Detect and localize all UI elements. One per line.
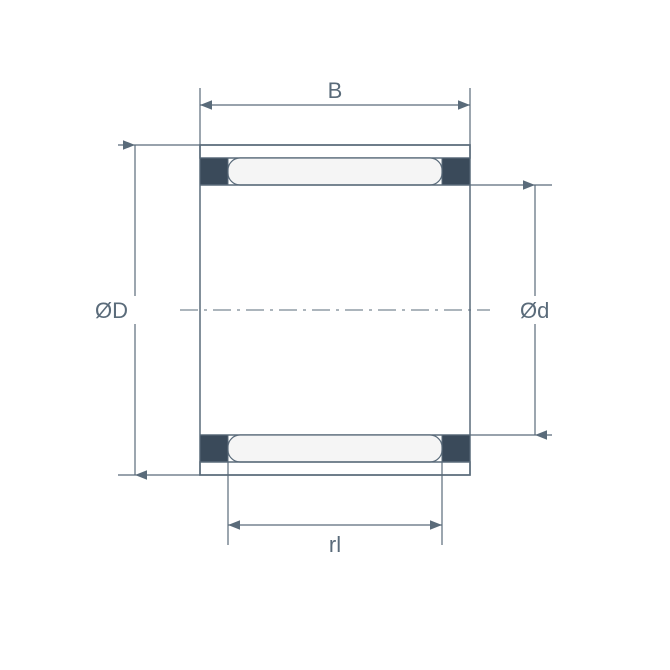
top-roller-group [200,145,470,185]
label-B: B [328,78,343,103]
label-d: Ød [520,298,549,323]
outer-envelope [200,145,470,475]
top-roller [228,158,442,185]
dimension-rl: rl [228,462,442,557]
bottom-roller [228,435,442,462]
label-rl: rl [329,532,341,557]
dimension-B: B [200,78,470,145]
bearing-drawing: B rl ØD Ød [0,0,670,670]
label-D: ØD [95,298,128,323]
bottom-roller-group [200,435,470,475]
